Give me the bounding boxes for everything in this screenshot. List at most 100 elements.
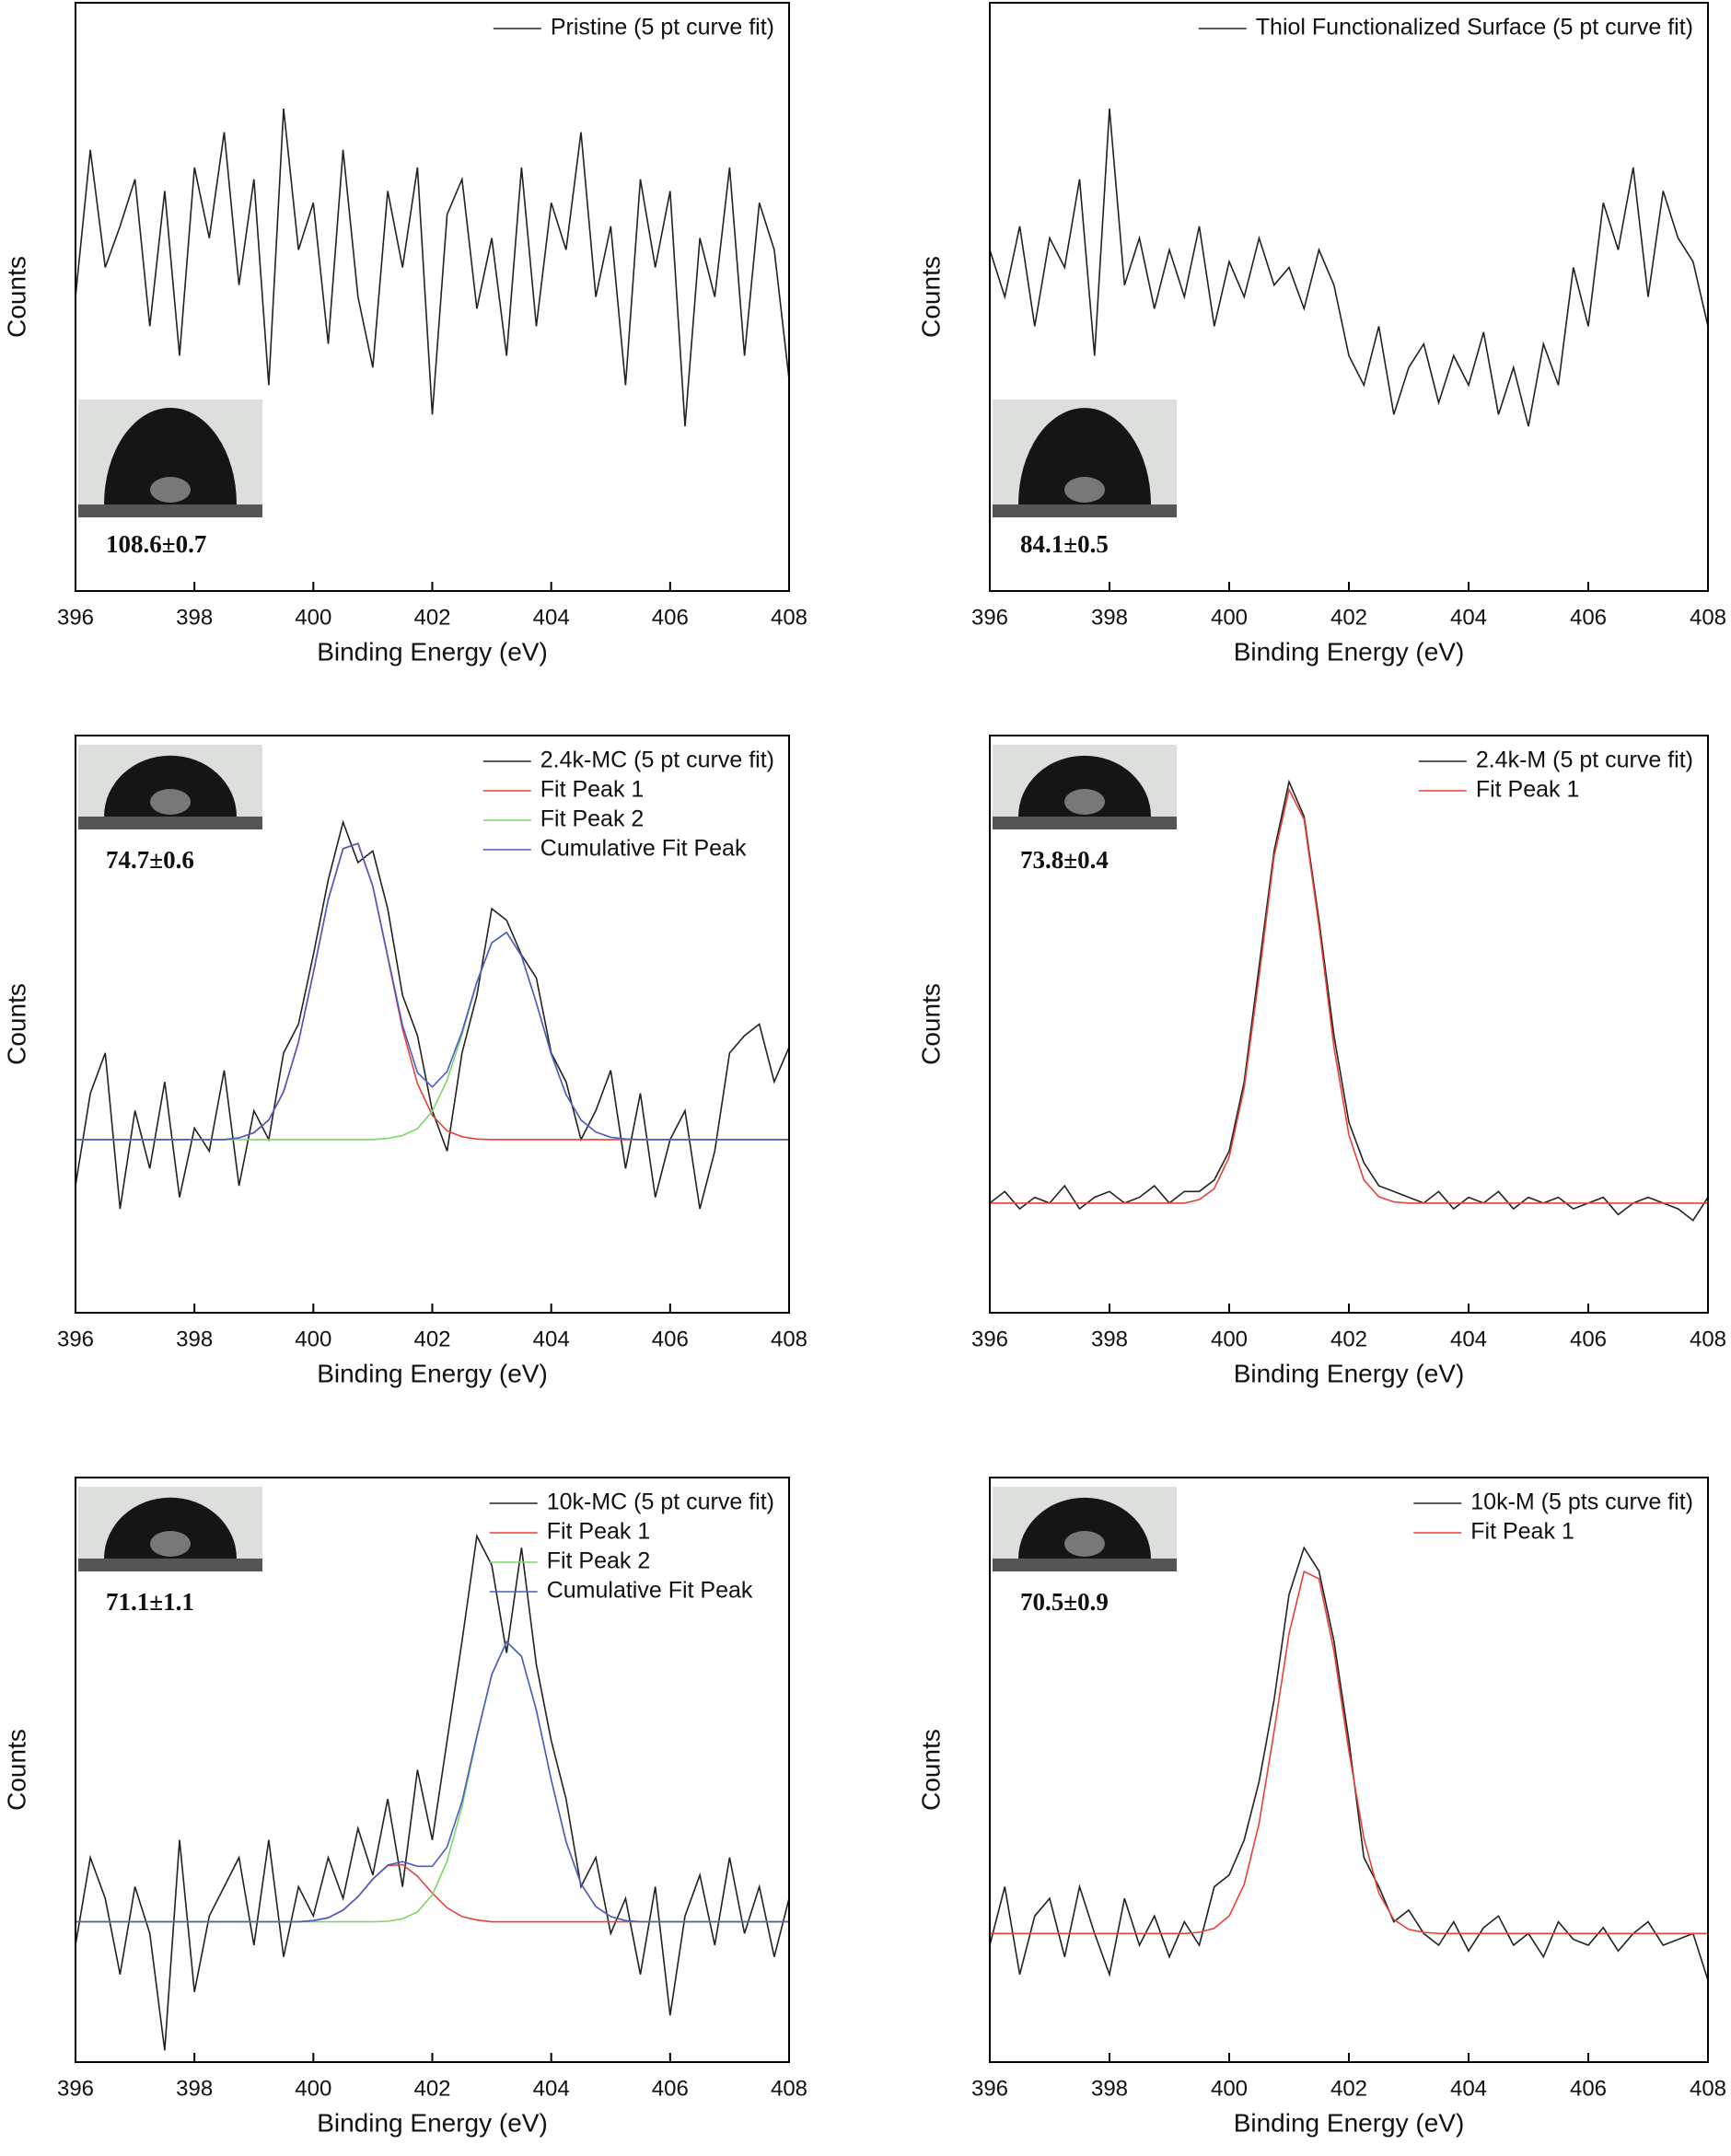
legend-label: Fit Peak 1 [1476,777,1580,803]
x-tick-label: 408 [1690,605,1726,630]
x-tick-label: 402 [413,2076,450,2101]
droplet [104,408,237,504]
inset-surface [78,1559,262,1571]
series-line [76,1640,789,1923]
series-line [989,108,1709,427]
droplet [104,755,237,817]
x-tick-label: 398 [176,605,213,630]
x-tick-label: 396 [57,605,94,630]
series-line [75,819,790,1210]
x-tick-label: 406 [652,605,689,630]
legend-label: Fit Peak 2 [547,1548,651,1574]
x-tick-label: 398 [1091,1327,1128,1351]
x-tick-label: 396 [57,2076,94,2101]
x-axis-label: Binding Energy (eV) [317,637,548,666]
inset-surface [78,504,262,517]
panel: 71.1±1.1 396 398 400 402 404 406 408 Binding Ene… [2,1477,807,2137]
x-tick-label: 408 [1690,2076,1726,2101]
y-axis-label: Counts [916,983,945,1065]
series-line [990,1571,1708,1935]
x-tick-label: 406 [652,1327,689,1351]
series-line [76,842,789,1141]
legend-label: 10k-MC (5 pt curve fit) [547,1489,774,1515]
x-tick-label: 400 [295,2076,331,2101]
droplet-highlight [150,1531,191,1557]
legend-label: 2.4k-MC (5 pt curve fit) [540,748,774,773]
legend: 2.4k-M (5 pt curve fit) Fit Peak 1 [1418,748,1693,803]
x-tick-label: 398 [176,2076,213,2101]
droplet-highlight [1064,477,1105,503]
contact-angle: 70.5±0.9 [1020,1588,1109,1616]
x-tick-label: 396 [57,1327,94,1351]
series-line [75,1533,790,2051]
x-tick-label: 396 [971,2076,1008,2101]
x-tick-label: 408 [771,2076,807,2101]
legend: 10k-M (5 pts curve fit) Fit Peak 1 [1413,1489,1693,1545]
y-axis-label: Counts [2,1729,30,1811]
x-tick-label: 408 [771,1327,807,1351]
x-axis-label: Binding Energy (eV) [317,1359,548,1387]
x-tick-label: 402 [1330,2076,1367,2101]
x-tick-label: 400 [1211,605,1248,630]
series-line [76,1640,789,1923]
x-tick-label: 404 [1450,2076,1487,2101]
legend-label: 10k-M (5 pts curve fit) [1470,1489,1693,1515]
x-tick-label: 398 [1091,2076,1128,2101]
y-axis-label: Counts [2,256,30,338]
x-tick-label: 396 [971,1327,1008,1351]
contact-angle: 84.1±0.5 [1020,530,1109,558]
droplet [1018,408,1151,504]
droplet-highlight [1064,789,1105,815]
x-tick-label: 396 [971,605,1008,630]
inset-surface [993,1559,1177,1571]
series-line [75,108,790,427]
x-tick-label: 400 [295,1327,331,1351]
series-line [989,1546,1709,1981]
x-tick-label: 398 [176,1327,213,1351]
legend-label: Pristine (5 pt curve fit) [551,15,774,41]
droplet-inset [78,1487,262,1571]
x-tick-label: 406 [1570,1327,1607,1351]
x-tick-label: 406 [652,2076,689,2101]
legend: 10k-MC (5 pt curve fit) Fit Peak 1 Fit Pea… [489,1489,774,1604]
series-line [76,842,789,1141]
x-axis-label: Binding Energy (eV) [1234,1359,1465,1387]
panel: 73.8±0.4 396 398 400 402 404 406 408 Binding Ene… [916,735,1726,1387]
legend-label: 2.4k-M (5 pt curve fit) [1476,748,1693,773]
y-axis-label: Counts [2,983,30,1065]
y-axis-label: Counts [916,256,945,338]
x-tick-label: 398 [1091,605,1128,630]
panel: 70.5±0.9 396 398 400 402 404 406 408 Binding Ene… [916,1477,1726,2137]
x-tick-label: 406 [1570,2076,1607,2101]
droplet [104,1497,237,1559]
legend: 2.4k-MC (5 pt curve fit) Fit Peak 1 Fit Pe… [482,748,774,862]
droplet-highlight [150,789,191,815]
x-tick-label: 402 [1330,1327,1367,1351]
contact-angle: 108.6±0.7 [106,530,206,558]
droplet [1018,755,1151,817]
x-axis-label: Binding Energy (eV) [1234,2108,1465,2137]
y-axis-label: Counts [916,1729,945,1811]
inset-surface [78,817,262,829]
x-tick-label: 408 [1690,1327,1726,1351]
droplet-inset [993,745,1177,829]
contact-angle: 74.7±0.6 [106,846,194,874]
x-tick-label: 404 [533,605,570,630]
x-axis-label: Binding Energy (eV) [1234,637,1465,666]
legend-label: Thiol Functionalized Surface (5 pt curve… [1256,15,1693,41]
x-tick-label: 404 [1450,1327,1487,1351]
droplet-highlight [1064,1531,1105,1557]
contact-angle: 71.1±1.1 [106,1588,194,1616]
x-tick-label: 400 [295,605,331,630]
droplet-inset [993,400,1177,517]
series-line [990,787,1708,1204]
contact-angle: 73.8±0.4 [1020,846,1109,874]
droplet-inset [78,745,262,829]
droplet-highlight [150,477,191,503]
panel: 84.1±0.5 396 398 400 402 404 406 408 Binding Ene… [916,2,1726,666]
inset-surface [993,504,1177,517]
x-tick-label: 404 [533,1327,570,1351]
legend: Pristine (5 pt curve fit) [493,15,774,41]
droplet-inset [993,1487,1177,1571]
